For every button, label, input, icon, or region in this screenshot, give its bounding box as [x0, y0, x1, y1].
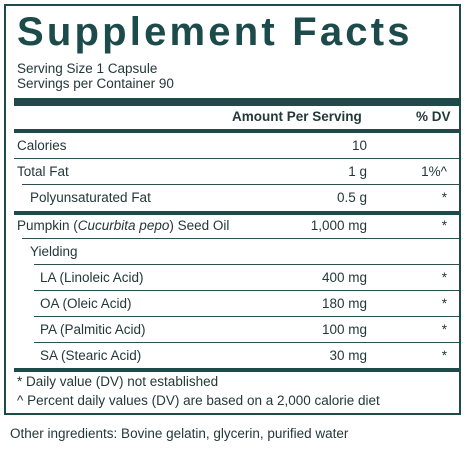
dv-header: % DV: [416, 109, 451, 124]
nutrient-row-oa: OA (Oleic Acid) 180 mg *: [14, 291, 459, 317]
row-divider: [34, 290, 459, 291]
nutrient-name: OA (Oleic Acid): [40, 296, 132, 311]
bottom-divider: [14, 368, 459, 372]
nutrient-name: Yielding: [30, 244, 78, 259]
row-divider: [34, 316, 459, 317]
nutrient-name: LA (Linoleic Acid): [40, 270, 144, 285]
nutrient-amount: 180 mg: [321, 296, 367, 311]
nutrient-row-sa: SA (Stearic Acid) 30 mg *: [14, 343, 459, 369]
nutrient-amount: 400 mg: [321, 270, 367, 285]
nutrient-amount: 30 mg: [329, 348, 367, 363]
nutrient-name: Polyunsaturated Fat: [30, 190, 151, 205]
row-divider: [34, 342, 459, 343]
thick-divider: [14, 98, 459, 106]
nutrient-dv: *: [441, 218, 447, 233]
nutrient-name: SA (Stearic Acid): [40, 348, 142, 363]
nutrient-row-pumpkin-seed-oil: Pumpkin (Cucurbita pepo) Seed Oil 1,000 …: [14, 213, 459, 239]
nutrient-row-pa: PA (Palmitic Acid) 100 mg *: [14, 317, 459, 343]
servings-per-container: Servings per Container 90: [17, 76, 174, 91]
nutrient-dv: *: [441, 322, 447, 337]
footnote-calorie-diet: ^ Percent daily values (DV) are based on…: [17, 393, 380, 408]
nutrient-dv: *: [441, 270, 447, 285]
section-divider: [14, 211, 459, 215]
row-divider: [14, 158, 459, 159]
nutrient-row-total-fat: Total Fat 1 g 1%^: [14, 159, 459, 185]
nutrient-amount: 1 g: [348, 164, 367, 179]
nutrient-row-calories: Calories 10: [14, 133, 459, 159]
nutrient-name: Total Fat: [17, 164, 69, 179]
nutrient-row-la: LA (Linoleic Acid) 400 mg *: [14, 265, 459, 291]
nutrient-amount: 100 mg: [321, 322, 367, 337]
nutrient-dv: *: [441, 190, 447, 205]
serving-size: Serving Size 1 Capsule: [17, 61, 158, 76]
nutrient-name: Calories: [17, 138, 67, 153]
header-divider: [14, 129, 459, 133]
nutrient-dv: *: [441, 296, 447, 311]
panel-title: Supplement Facts: [17, 10, 413, 54]
other-ingredients: Other ingredients: Bovine gelatin, glyce…: [10, 426, 349, 441]
nutrient-row-yielding: Yielding: [14, 239, 459, 265]
latin-name: Cucurbita pepo: [77, 218, 170, 233]
nutrient-dv: 1%^: [421, 164, 447, 179]
nutrient-dv: *: [441, 348, 447, 363]
nutrient-amount: 1,000 mg: [310, 218, 367, 233]
row-divider: [22, 238, 459, 239]
footnote-dv-not-established: * Daily value (DV) not established: [17, 374, 219, 389]
row-divider: [22, 184, 459, 185]
nutrient-amount: 10: [351, 138, 367, 153]
nutrient-name: PA (Palmitic Acid): [40, 322, 146, 337]
supplement-facts-panel: Supplement Facts Serving Size 1 Capsule …: [4, 4, 461, 415]
nutrient-row-polyunsaturated-fat: Polyunsaturated Fat 0.5 g *: [14, 185, 459, 211]
nutrient-amount: 0.5 g: [336, 190, 367, 205]
nutrient-name: Pumpkin (Cucurbita pepo) Seed Oil: [17, 218, 230, 233]
row-divider: [34, 264, 459, 265]
amount-header: Amount Per Serving: [232, 109, 362, 124]
